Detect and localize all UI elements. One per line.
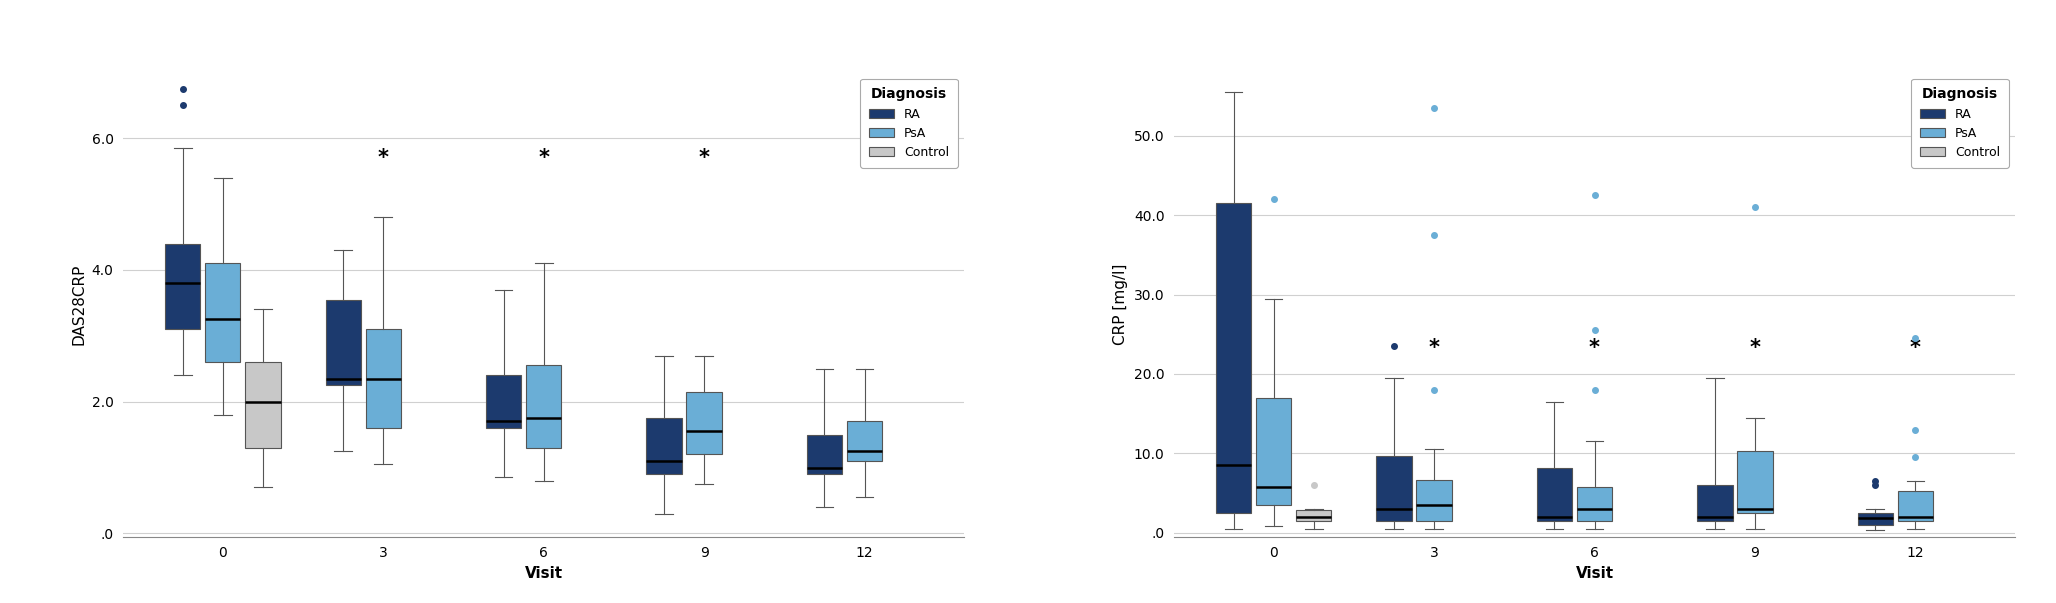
PathPatch shape: [1295, 511, 1332, 521]
PathPatch shape: [366, 329, 401, 428]
PathPatch shape: [164, 244, 199, 329]
Legend: RA, PsA, Control: RA, PsA, Control: [859, 78, 958, 168]
PathPatch shape: [1536, 467, 1573, 521]
Y-axis label: DAS28CRP: DAS28CRP: [72, 264, 86, 345]
Text: *: *: [699, 148, 709, 168]
PathPatch shape: [245, 362, 280, 448]
PathPatch shape: [847, 421, 882, 461]
PathPatch shape: [485, 375, 522, 428]
PathPatch shape: [1256, 398, 1291, 505]
Y-axis label: CRP [mg/l]: CRP [mg/l]: [1112, 264, 1129, 345]
PathPatch shape: [687, 392, 722, 454]
PathPatch shape: [1859, 513, 1894, 525]
Text: *: *: [1910, 338, 1920, 358]
Legend: RA, PsA, Control: RA, PsA, Control: [1910, 78, 2009, 168]
PathPatch shape: [1577, 487, 1612, 521]
PathPatch shape: [806, 435, 843, 474]
PathPatch shape: [526, 365, 561, 448]
PathPatch shape: [1417, 479, 1452, 521]
PathPatch shape: [646, 418, 683, 474]
PathPatch shape: [1696, 485, 1733, 521]
Text: *: *: [539, 148, 549, 168]
Text: *: *: [1750, 338, 1760, 358]
PathPatch shape: [206, 264, 241, 362]
PathPatch shape: [1737, 451, 1772, 513]
X-axis label: Visit: Visit: [1575, 566, 1614, 581]
X-axis label: Visit: Visit: [524, 566, 563, 581]
Text: *: *: [1589, 338, 1600, 358]
Text: *: *: [859, 148, 870, 168]
Text: *: *: [378, 148, 389, 168]
PathPatch shape: [325, 300, 360, 385]
Text: *: *: [1429, 338, 1439, 358]
PathPatch shape: [1898, 491, 1933, 521]
PathPatch shape: [1215, 203, 1252, 513]
PathPatch shape: [1375, 456, 1412, 521]
